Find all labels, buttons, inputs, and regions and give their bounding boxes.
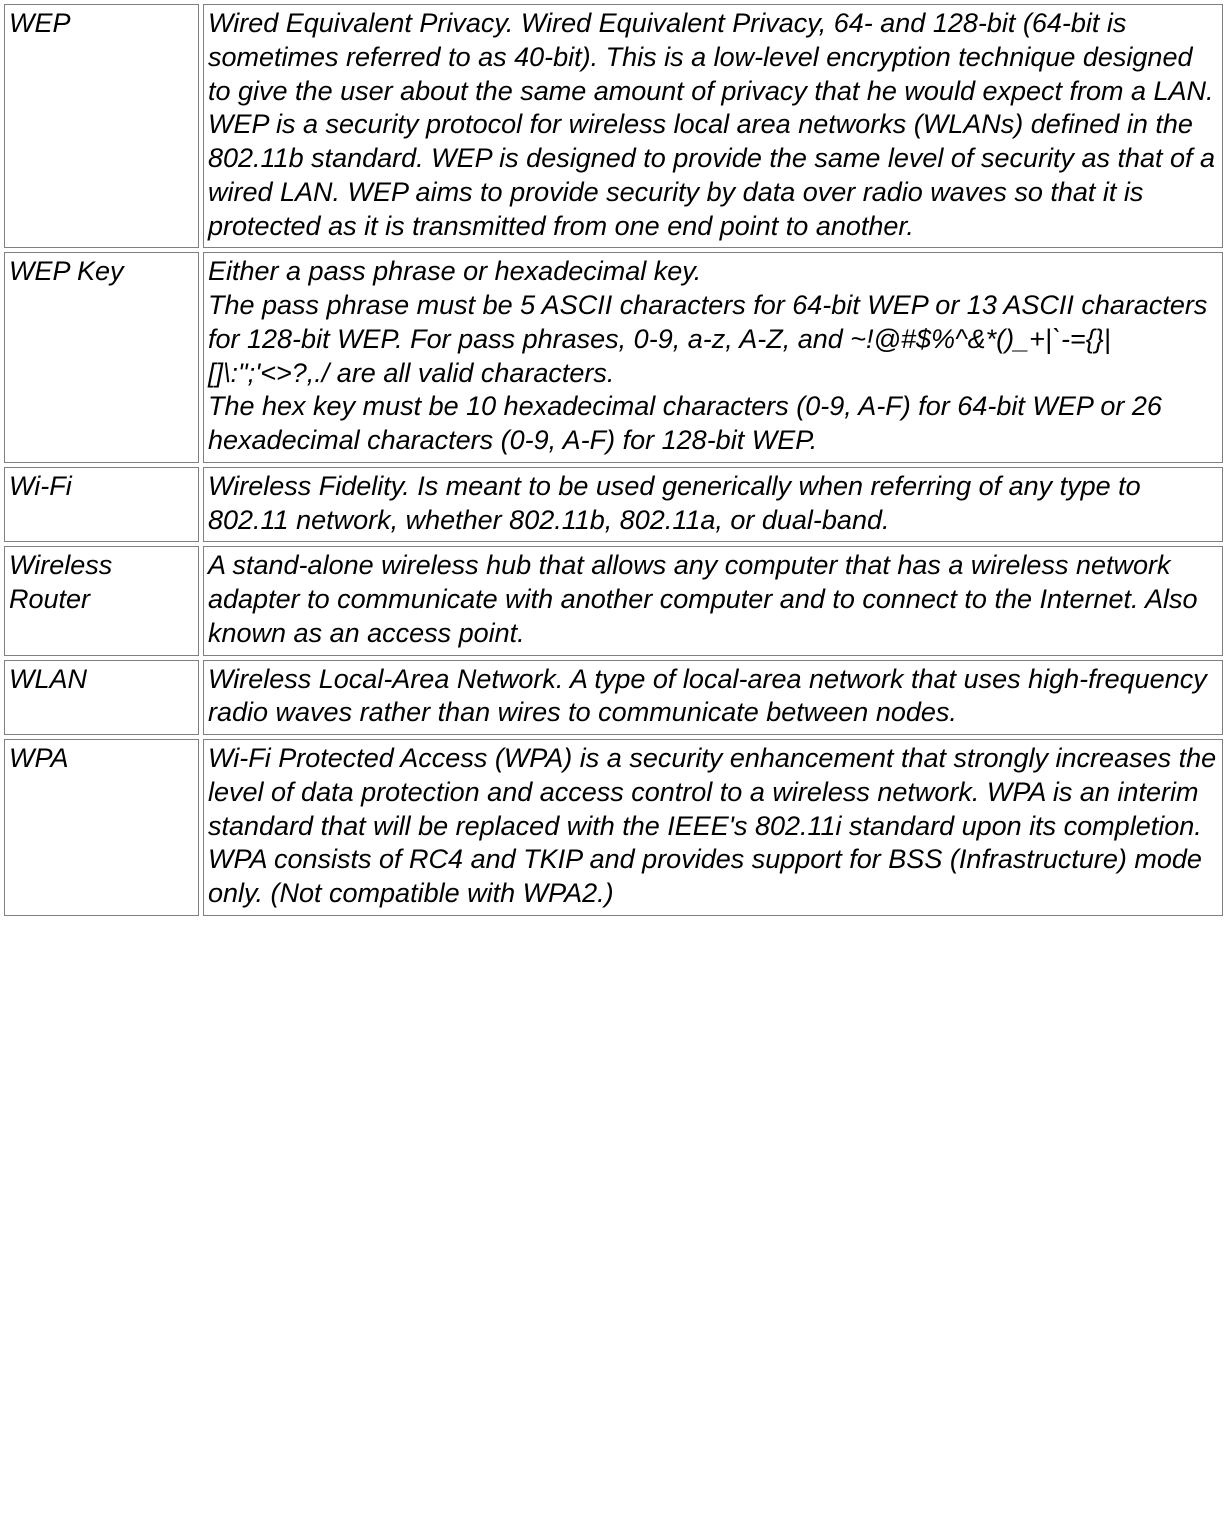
table-row: WLAN Wireless Local-Area Network. A type… [4, 660, 1223, 736]
definition-cell: Wired Equivalent Privacy. Wired Equivale… [203, 4, 1223, 248]
term-cell: Wi-Fi [4, 467, 199, 543]
term-cell: WEP Key [4, 252, 199, 463]
term-cell: WPA [4, 739, 199, 916]
definition-cell: Wireless Fidelity. Is meant to be used g… [203, 467, 1223, 543]
table-row: Wireless Router A stand-alone wireless h… [4, 546, 1223, 655]
definition-cell: Wi-Fi Protected Access (WPA) is a securi… [203, 739, 1223, 916]
glossary-table: WEP Wired Equivalent Privacy. Wired Equi… [0, 0, 1227, 920]
page: WEP Wired Equivalent Privacy. Wired Equi… [0, 0, 1227, 920]
table-row: WEP Key Either a pass phrase or hexadeci… [4, 252, 1223, 463]
term-cell: WEP [4, 4, 199, 248]
definition-cell: A stand-alone wireless hub that allows a… [203, 546, 1223, 655]
term-cell: WLAN [4, 660, 199, 736]
table-row: WEP Wired Equivalent Privacy. Wired Equi… [4, 4, 1223, 248]
table-row: WPA Wi-Fi Protected Access (WPA) is a se… [4, 739, 1223, 916]
term-cell: Wireless Router [4, 546, 199, 655]
table-row: Wi-Fi Wireless Fidelity. Is meant to be … [4, 467, 1223, 543]
definition-cell: Either a pass phrase or hexadecimal key.… [203, 252, 1223, 463]
definition-cell: Wireless Local-Area Network. A type of l… [203, 660, 1223, 736]
